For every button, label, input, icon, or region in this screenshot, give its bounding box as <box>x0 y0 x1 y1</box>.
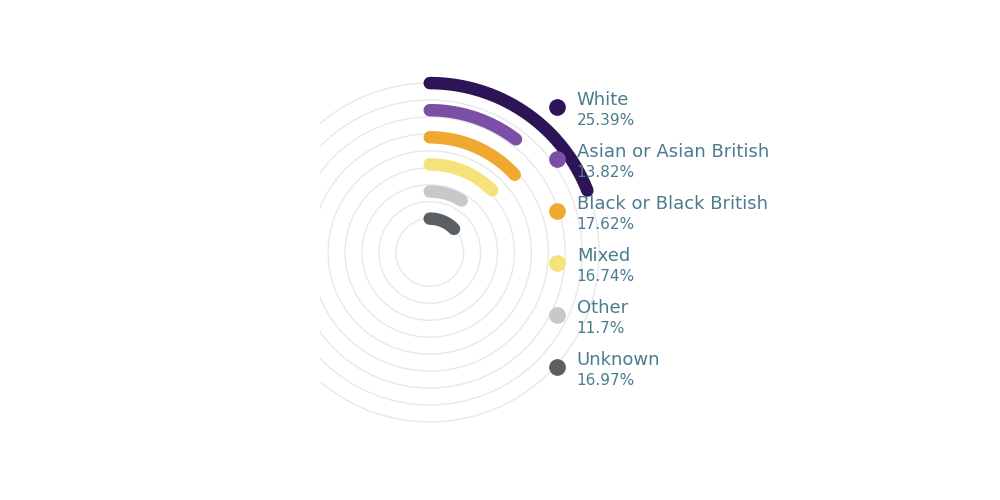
Text: Mixed: Mixed <box>577 248 630 266</box>
Text: White: White <box>577 92 629 110</box>
Text: Black or Black British: Black or Black British <box>577 196 768 214</box>
Text: Unknown: Unknown <box>577 352 660 370</box>
Text: 11.7%: 11.7% <box>577 321 625 336</box>
Text: 13.82%: 13.82% <box>577 165 635 180</box>
Text: 16.74%: 16.74% <box>577 269 635 284</box>
Text: 16.97%: 16.97% <box>577 373 635 388</box>
Text: Asian or Asian British: Asian or Asian British <box>577 144 769 162</box>
Text: Other: Other <box>577 300 628 318</box>
Text: 17.62%: 17.62% <box>577 217 635 232</box>
Text: 25.39%: 25.39% <box>577 113 635 128</box>
